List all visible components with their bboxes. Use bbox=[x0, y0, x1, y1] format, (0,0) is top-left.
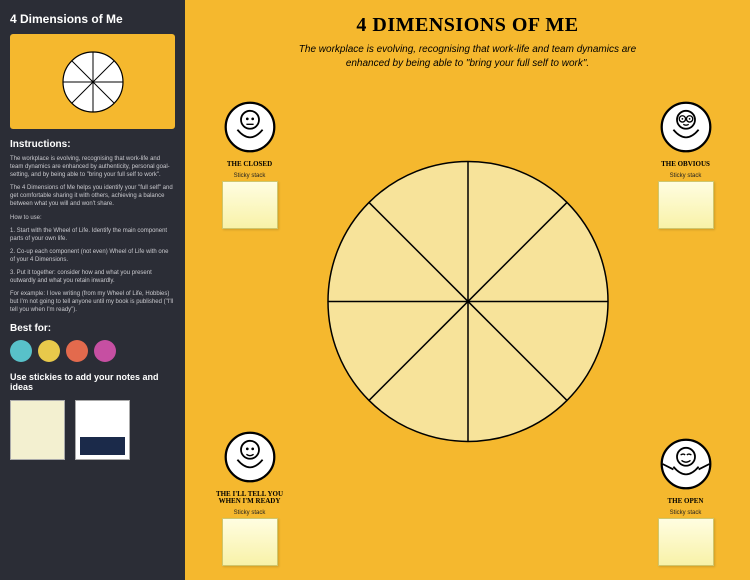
badge-icon bbox=[10, 340, 32, 362]
sticky-stack[interactable]: Sticky stack bbox=[222, 173, 278, 229]
persona-ready[interactable]: THE I'LL TELL YOU WHEN I'M READY Sticky … bbox=[207, 430, 292, 566]
sticky-thumbnails bbox=[10, 400, 175, 460]
sticky-note[interactable] bbox=[658, 518, 714, 566]
sticky-caption: Sticky stack bbox=[222, 510, 278, 516]
persona-open[interactable]: THE OPEN Sticky stack bbox=[643, 437, 728, 566]
canvas-title: 4 DIMENSIONS OF ME bbox=[203, 14, 732, 37]
sticky-note[interactable] bbox=[222, 518, 278, 566]
persona-label: THE OBVIOUS bbox=[643, 161, 728, 169]
persona-closed[interactable]: THE CLOSED Sticky stack bbox=[207, 100, 292, 229]
instr-p1: The workplace is evolving, recognising t… bbox=[10, 155, 175, 179]
step-3: 3. Put it together: consider how and wha… bbox=[10, 269, 175, 285]
sticky-stack[interactable]: Sticky stack bbox=[222, 510, 278, 566]
badge-icon bbox=[94, 340, 116, 362]
book-template[interactable] bbox=[75, 400, 130, 460]
step-2: 2. Co-up each component (not even) Wheel… bbox=[10, 248, 175, 264]
wheel-of-life[interactable] bbox=[325, 158, 611, 444]
sticky-stack[interactable]: Sticky stack bbox=[658, 173, 714, 229]
template-thumbnail[interactable] bbox=[10, 34, 175, 129]
badge-row bbox=[10, 340, 175, 362]
persona-label: THE OPEN bbox=[643, 498, 728, 506]
persona-label: THE CLOSED bbox=[207, 161, 292, 169]
sticky-caption: Sticky stack bbox=[658, 173, 714, 179]
canvas[interactable]: 4 DIMENSIONS OF ME The workplace is evol… bbox=[185, 0, 750, 580]
instr-p2: The 4 Dimensions of Me helps you identif… bbox=[10, 184, 175, 208]
sticky-note[interactable] bbox=[658, 181, 714, 229]
bestfor-heading: Best for: bbox=[10, 323, 175, 334]
badge-icon bbox=[38, 340, 60, 362]
persona-label: THE I'LL TELL YOU WHEN I'M READY bbox=[207, 491, 292, 506]
step-1: 1. Start with the Wheel of Life. Identif… bbox=[10, 227, 175, 243]
instructions-heading: Instructions: bbox=[10, 139, 175, 150]
sticky-note[interactable] bbox=[222, 181, 278, 229]
sticky-template[interactable] bbox=[10, 400, 65, 460]
stickies-heading: Use stickies to add your notes and ideas bbox=[10, 372, 175, 392]
sticky-caption: Sticky stack bbox=[222, 173, 278, 179]
example-p: For example: I love writing (from my Whe… bbox=[10, 290, 175, 314]
persona-obvious[interactable]: THE OBVIOUS Sticky stack bbox=[643, 100, 728, 229]
howto-label: How to use: bbox=[10, 214, 175, 222]
sidebar: 4 Dimensions of Me Instructions: The wor… bbox=[0, 0, 185, 580]
sticky-caption: Sticky stack bbox=[658, 510, 714, 516]
badge-icon bbox=[66, 340, 88, 362]
sidebar-title: 4 Dimensions of Me bbox=[10, 12, 175, 26]
canvas-subtitle: The workplace is evolving, recognising t… bbox=[298, 43, 638, 70]
sticky-stack[interactable]: Sticky stack bbox=[658, 510, 714, 566]
